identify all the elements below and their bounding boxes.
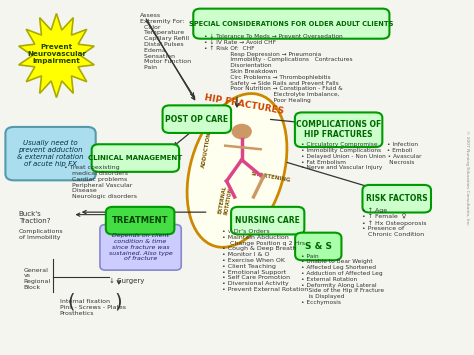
Text: • Pain
• Unable to Bear Weight
• Affected Leg Shortened
• Adduction of Affected : • Pain • Unable to Bear Weight • Affecte… (301, 253, 384, 305)
Text: ↓ Surgery: ↓ Surgery (109, 278, 145, 284)
Text: RISK FACTORS: RISK FACTORS (366, 194, 428, 203)
Text: TREATMENT: TREATMENT (112, 216, 168, 225)
Text: • Circulatory Compromise     • Infection
• Immobility Complications   • Emboli
•: • Circulatory Compromise • Infection • I… (301, 142, 421, 170)
Text: HIP FRACTURES: HIP FRACTURES (204, 94, 284, 116)
Text: • Treat coexisting
    medical disorders
    Cardiac problems
    Peripheral Vas: • Treat coexisting medical disorders Car… (64, 165, 137, 199)
Text: • √ Dr's Orders
• Maintain Abduction
    Change Position q 2 Hrs
• Cough & Deep : • √ Dr's Orders • Maintain Abduction Cha… (222, 229, 308, 292)
Text: Assess
Extremity For:
  Color
  Temperature
  Capillary Refill
  Distal Pulses
 : Assess Extremity For: Color Temperature … (140, 13, 191, 70)
FancyBboxPatch shape (106, 207, 174, 234)
Text: (: ( (67, 293, 74, 311)
Text: Buck's
Traction?: Buck's Traction? (18, 211, 50, 224)
FancyBboxPatch shape (91, 144, 179, 172)
Text: Usually need to
prevent adduction
& external rotation
of acute hip FX: Usually need to prevent adduction & exte… (17, 140, 84, 167)
Text: General
vs
Regional
Block: General vs Regional Block (23, 268, 51, 290)
Polygon shape (18, 13, 94, 98)
FancyBboxPatch shape (163, 105, 231, 133)
Text: Complications
of Immobility: Complications of Immobility (18, 229, 63, 240)
FancyBboxPatch shape (100, 224, 181, 270)
Text: EXTERNAL
ROTATION: EXTERNAL ROTATION (218, 185, 233, 215)
FancyBboxPatch shape (231, 207, 304, 234)
Text: NURSING CARE: NURSING CARE (235, 216, 300, 225)
Text: POST OP CARE: POST OP CARE (165, 115, 228, 124)
FancyBboxPatch shape (5, 127, 96, 180)
FancyBboxPatch shape (295, 233, 341, 260)
FancyBboxPatch shape (363, 185, 431, 213)
Text: ): ) (114, 293, 122, 311)
Text: © 2007 Nursing Education Consultants, Inc.: © 2007 Nursing Education Consultants, In… (465, 130, 469, 225)
FancyBboxPatch shape (193, 9, 390, 39)
Text: Depends on client
condition & time
since fracture was
sustained. Also type
of fr: Depends on client condition & time since… (109, 233, 173, 261)
FancyBboxPatch shape (295, 113, 383, 147)
Text: COMPLICATIONS OF
HIP FRACTURES: COMPLICATIONS OF HIP FRACTURES (296, 120, 381, 140)
Text: ADDUCTION: ADDUCTION (201, 131, 212, 168)
Text: S & S: S & S (305, 242, 332, 251)
Ellipse shape (187, 94, 287, 247)
Text: • ↑ Age
• ↑ Female  ♀
• ↑ Hx Osteoporosis
• Presence of
   Chronic Condition: • ↑ Age • ↑ Female ♀ • ↑ Hx Osteoporosis… (362, 208, 427, 237)
Text: SPECIAL CONSIDERATIONS FOR OLDER ADULT CLIENTS: SPECIAL CONSIDERATIONS FOR OLDER ADULT C… (189, 21, 393, 27)
Text: SHORTENING: SHORTENING (251, 171, 292, 184)
Text: • ↓ Tolerance To Meds → Prevent Oversedation
• ↓ IV Rate → Avoid CHF
• ↑ Risk Of: • ↓ Tolerance To Meds → Prevent Overseda… (204, 34, 353, 103)
Text: CLINICAL MANAGEMENT: CLINICAL MANAGEMENT (88, 155, 182, 161)
Text: Internal fixation
Pins - Screws - Plates
Prosthetics: Internal fixation Pins - Screws - Plates… (60, 300, 126, 316)
Circle shape (232, 125, 251, 138)
Text: Prevent
Neurovascular
Impairment: Prevent Neurovascular Impairment (27, 44, 86, 64)
